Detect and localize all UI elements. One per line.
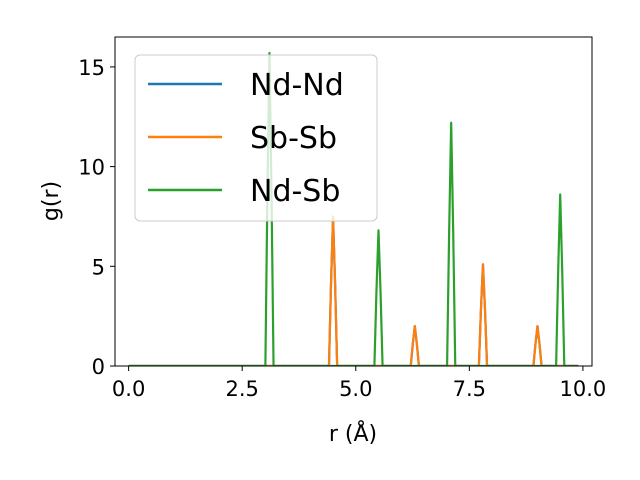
legend-box — [134, 54, 378, 222]
legend-label: Nd-Nd — [250, 68, 344, 103]
y-axis: 0 5 10 15 — [78, 56, 115, 379]
y-tick-label: 0 — [92, 355, 105, 379]
y-tick-label: 10 — [78, 156, 105, 180]
series-line-sb-sb — [128, 215, 579, 366]
x-tick-label: 7.5 — [453, 377, 486, 401]
x-tick-label: 10.0 — [560, 377, 607, 401]
plot-area-frame — [114, 36, 593, 367]
x-axis: 0.0 2.5 5.0 7.5 10.0 — [112, 366, 606, 401]
x-axis-label: r (Å) — [329, 420, 377, 447]
y-tick-label: 15 — [78, 56, 105, 80]
legend: Nd-Nd Sb-Sb Nd-Sb — [134, 54, 378, 222]
legend-label: Sb-Sb — [250, 121, 337, 156]
y-tick-label: 5 — [92, 255, 105, 279]
legend-label: Nd-Sb — [250, 174, 340, 209]
x-tick-label: 5.0 — [339, 377, 372, 401]
x-tick-label: 0.0 — [112, 377, 145, 401]
x-tick-label: 2.5 — [225, 377, 258, 401]
y-axis-label: g(r) — [39, 181, 64, 221]
